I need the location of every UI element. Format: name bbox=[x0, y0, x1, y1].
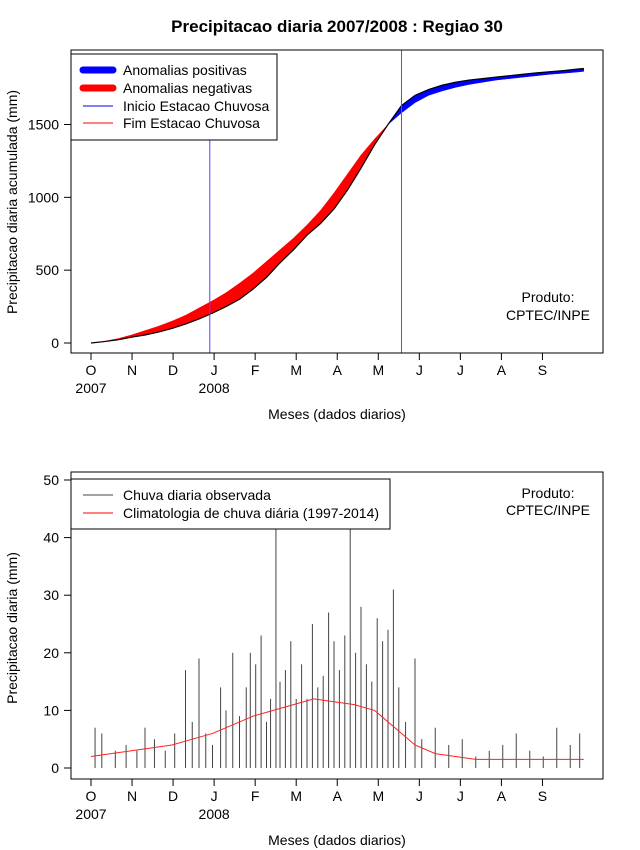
y-tick-label: 500 bbox=[36, 262, 60, 278]
legend-label-start: Inicio Estacao Chuvosa bbox=[123, 98, 270, 114]
x-tick-label: J bbox=[416, 788, 423, 804]
top-y-label: Precipitacao diaria acumulada (mm) bbox=[4, 90, 20, 314]
x-tick-label: N bbox=[127, 362, 137, 378]
x-tick-label: A bbox=[497, 362, 507, 378]
x-tick-label: F bbox=[251, 362, 260, 378]
y-tick-label: 20 bbox=[43, 645, 59, 661]
y-tick-label: 0 bbox=[51, 760, 59, 776]
bottom-legend: Chuva diaria observada Climatologia de c… bbox=[70, 478, 391, 530]
negative-anomaly-segment bbox=[306, 209, 321, 236]
x-tick-label: J bbox=[211, 362, 218, 378]
x-year-label: 2008 bbox=[199, 380, 230, 396]
top-legend: Anomalias positivas Anomalias negativas … bbox=[70, 53, 278, 141]
y-tick-label: 50 bbox=[43, 472, 59, 488]
x-tick-label: J bbox=[416, 362, 423, 378]
x-tick-label: N bbox=[127, 788, 137, 804]
legend-label-observed: Chuva diaria observada bbox=[123, 487, 271, 503]
bottom-annotation-cptec: CPTEC/INPE bbox=[506, 502, 590, 518]
x-tick-label: D bbox=[168, 362, 178, 378]
top-annotation-produto: Produto: bbox=[522, 289, 575, 305]
climatology-line bbox=[90, 698, 584, 760]
y-tick-label: 10 bbox=[43, 702, 59, 718]
bottom-x-axis: O N D J F M A M J J A S 2007 2008 bbox=[75, 779, 547, 822]
legend-label-end: Fim Estacao Chuvosa bbox=[123, 115, 260, 131]
bottom-annotation-produto: Produto: bbox=[522, 485, 575, 501]
bottom-x-label: Meses (dados diarios) bbox=[268, 832, 406, 848]
x-year-label: 2007 bbox=[75, 380, 106, 396]
x-tick-label: F bbox=[251, 788, 260, 804]
x-tick-label: J bbox=[457, 362, 464, 378]
legend-label-climatology: Climatologia de chuva diária (1997-2014) bbox=[123, 505, 379, 521]
legend-label-positive: Anomalias positivas bbox=[123, 62, 247, 78]
x-tick-label: D bbox=[168, 788, 178, 804]
positive-anomaly-segment bbox=[414, 89, 429, 104]
x-tick-label: M bbox=[290, 362, 302, 378]
y-tick-label: 0 bbox=[51, 335, 59, 351]
negative-anomaly-segment bbox=[239, 272, 254, 300]
bottom-chart: 0 10 20 30 40 50 O N D J F M A M J J A S 2007 2008 Meses (… bbox=[4, 471, 604, 848]
x-year-label: 2007 bbox=[75, 806, 106, 822]
top-chart: 0 500 1000 1500 O N D J F M A M J J A S 2007 2008 Meses … bbox=[4, 49, 604, 422]
legend-label-negative: Anomalias negativas bbox=[123, 80, 252, 96]
y-tick-label: 1000 bbox=[28, 189, 59, 205]
chart-title: Precipitacao diaria 2007/2008 : Regiao 3… bbox=[171, 17, 503, 36]
top-y-axis: 0 500 1000 1500 bbox=[28, 117, 71, 351]
bottom-y-label: Precipitacao diaria (mm) bbox=[4, 552, 20, 704]
x-tick-label: A bbox=[333, 788, 343, 804]
x-tick-label: S bbox=[538, 362, 547, 378]
negative-anomaly-segment bbox=[252, 260, 267, 290]
y-tick-label: 40 bbox=[43, 530, 59, 546]
x-tick-label: O bbox=[86, 362, 97, 378]
x-tick-label: O bbox=[86, 788, 97, 804]
x-tick-label: M bbox=[372, 362, 384, 378]
daily-rain-bars bbox=[94, 508, 581, 768]
top-x-axis: O N D J F M A M J J A S 2007 2008 bbox=[75, 353, 547, 396]
bottom-legend-box bbox=[70, 478, 391, 530]
x-tick-label: J bbox=[211, 788, 218, 804]
observed-cumulative-line bbox=[90, 67, 584, 344]
x-tick-label: S bbox=[538, 788, 547, 804]
x-tick-label: M bbox=[290, 788, 302, 804]
y-tick-label: 30 bbox=[43, 587, 59, 603]
y-tick-label: 1500 bbox=[28, 117, 59, 133]
x-tick-label: J bbox=[457, 788, 464, 804]
bottom-y-axis: 0 10 20 30 40 50 bbox=[43, 472, 71, 776]
top-annotation-cptec: CPTEC/INPE bbox=[506, 307, 590, 323]
negative-anomaly-segment bbox=[333, 173, 348, 210]
positive-anomaly-segment bbox=[428, 84, 443, 96]
x-tick-label: A bbox=[333, 362, 343, 378]
negative-anomaly-segment bbox=[320, 192, 335, 225]
negative-anomaly-segment bbox=[279, 237, 294, 264]
top-x-label: Meses (dados diarios) bbox=[268, 406, 406, 422]
x-tick-label: M bbox=[372, 788, 384, 804]
x-year-label: 2008 bbox=[199, 806, 230, 822]
x-tick-label: A bbox=[497, 788, 507, 804]
negative-anomaly-segment bbox=[266, 249, 281, 279]
